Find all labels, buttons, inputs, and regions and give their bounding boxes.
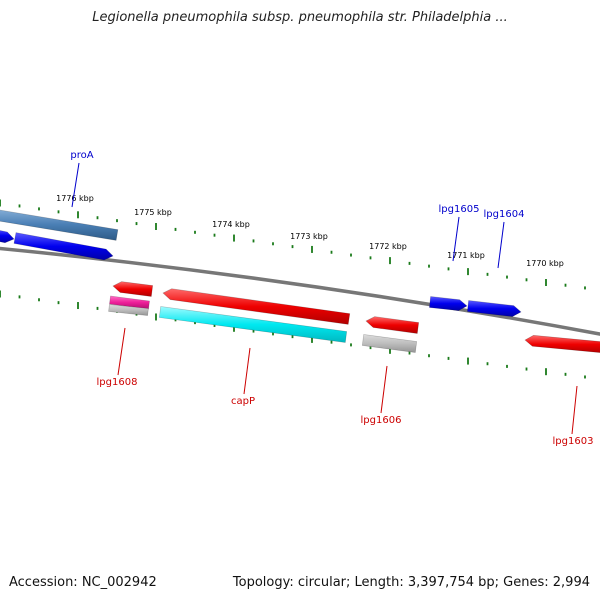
scale-label: 1773 kbp xyxy=(290,232,328,241)
gene-label-lpg1604[interactable]: lpg1604 xyxy=(484,209,525,220)
scale-label: 1774 kbp xyxy=(212,220,250,229)
gene-label-capP[interactable]: capP xyxy=(231,396,255,407)
gene-label-lpg1603[interactable]: lpg1603 xyxy=(553,436,594,447)
forward-cds-feature[interactable] xyxy=(13,232,114,261)
reverse-cds-feature[interactable] xyxy=(112,281,154,297)
label-leader-line xyxy=(571,385,578,435)
scale-label: 1771 kbp xyxy=(447,251,485,260)
gene-label-lpg1606[interactable]: lpg1606 xyxy=(361,415,402,426)
capP-rna-feature[interactable] xyxy=(158,306,348,343)
gene-features[interactable] xyxy=(0,209,600,354)
scale-label: 1772 kbp xyxy=(369,242,407,251)
forward-cds-feature[interactable] xyxy=(0,229,15,244)
proA-feature[interactable] xyxy=(0,209,119,241)
lpg1603-feature[interactable] xyxy=(524,334,600,353)
capP-cds-feature[interactable] xyxy=(162,288,351,325)
lpg1606-gray-feature[interactable] xyxy=(361,334,418,353)
scale-label: 1770 kbp xyxy=(526,259,564,268)
lpg1604-feature[interactable] xyxy=(467,300,522,317)
genome-title: Legionella pneumophila subsp. pneumophil… xyxy=(92,10,508,25)
label-leader-line xyxy=(380,365,388,414)
pseudogene-feature[interactable] xyxy=(108,304,149,316)
scale-label: 1776 kbp xyxy=(56,194,94,203)
scale-label: 1775 kbp xyxy=(134,208,172,217)
map-labels: 1776 kbp 1775 kbp 1774 kbp 1773 kbp 1772 kbp… xyxy=(56,150,593,447)
label-leader-line xyxy=(243,347,251,395)
genome-stats-text: Topology: circular; Length: 3,397,754 bp… xyxy=(232,575,590,590)
lpg1605-feature[interactable] xyxy=(429,296,468,311)
accession-text: Accession: NC_002942 xyxy=(9,575,157,590)
gene-label-proA[interactable]: proA xyxy=(70,150,93,161)
label-leader-line xyxy=(71,162,80,208)
label-leader-line xyxy=(117,327,126,376)
label-leader-line xyxy=(497,221,505,269)
lpg1606-cds-feature[interactable] xyxy=(365,316,420,334)
genome-backbone xyxy=(0,246,600,336)
label-leader-line xyxy=(452,216,460,262)
gene-label-lpg1608[interactable]: lpg1608 xyxy=(97,377,138,388)
gene-label-lpg1605[interactable]: lpg1605 xyxy=(439,204,480,215)
